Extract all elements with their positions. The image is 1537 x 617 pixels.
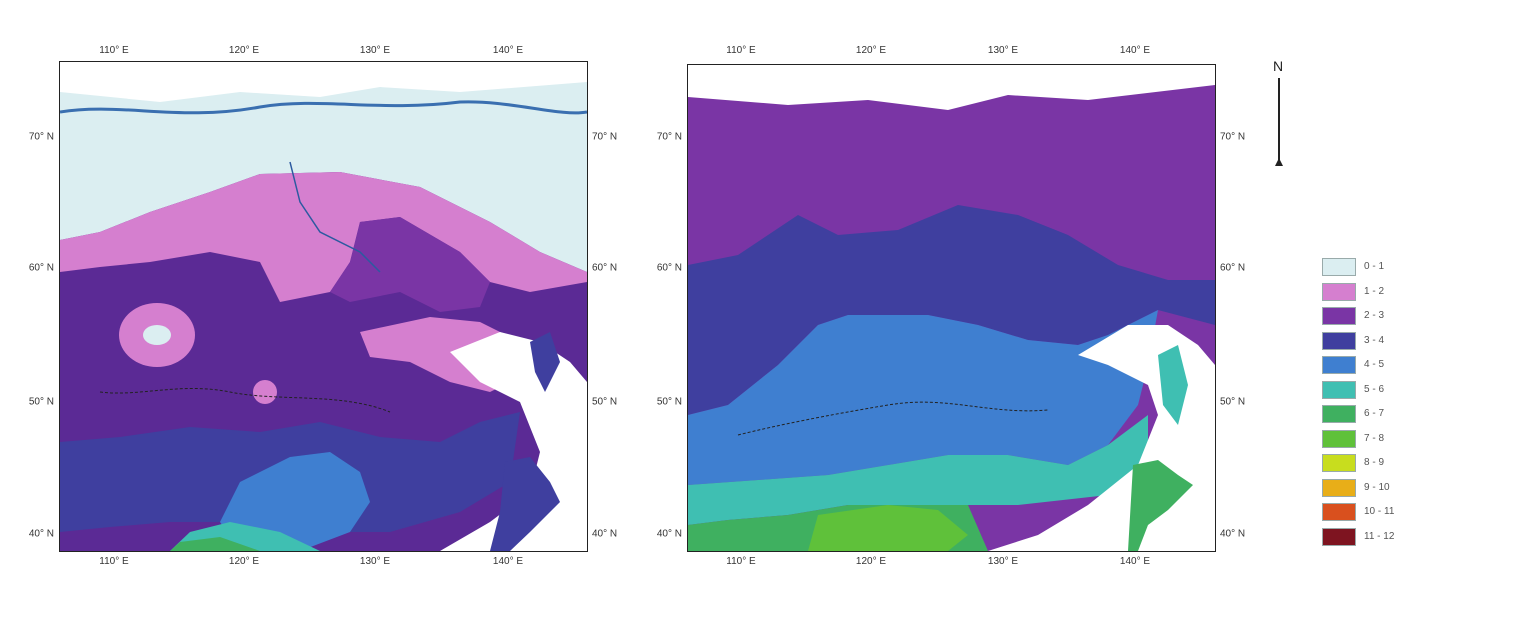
legend-label: 9 - 10 — [1364, 481, 1390, 493]
legend-item: 7 - 8 — [1322, 429, 1522, 450]
left-bottom-lon-130: 130° E — [359, 556, 391, 567]
right-top-lon-130: 130° E — [987, 45, 1019, 56]
right-map-graphic — [688, 65, 1215, 551]
legend-label: 6 - 7 — [1364, 408, 1385, 419]
left-zone-0-1-spot — [143, 325, 171, 345]
left-hokkaido — [490, 457, 560, 551]
left-lat-70: 70° N — [28, 131, 54, 143]
legend-swatch — [1322, 429, 1356, 448]
legend-item: 1 - 2 — [1322, 282, 1522, 303]
legend-label: 4 - 5 — [1364, 359, 1385, 370]
right-sakhalin — [1158, 345, 1188, 425]
right-arctic-ocean — [688, 65, 1215, 110]
left-map-graphic — [60, 62, 587, 551]
left-right-lat-40: 40° N — [592, 528, 618, 540]
right-top-lon-140: 140° E — [1119, 45, 1151, 56]
left-river-lena — [289, 161, 381, 273]
left-right-lat-70: 70° N — [592, 131, 618, 143]
left-zone-1-2-north — [60, 172, 587, 302]
legend-label: 8 - 9 — [1364, 457, 1385, 468]
legend-label: 7 - 8 — [1364, 432, 1385, 444]
legend-label: 5 - 6 — [1364, 383, 1385, 395]
right-lat-60: 60° N — [656, 262, 682, 274]
legend-swatch — [1322, 282, 1356, 301]
left-border — [99, 387, 391, 413]
left-bottom-lon-120: 120° E — [228, 556, 260, 567]
legend-label: 1 - 2 — [1364, 285, 1385, 297]
left-zone-1-2-small — [253, 380, 277, 404]
left-top-lon-120: 120° E — [228, 45, 260, 56]
legend-item: 2 - 3 — [1322, 307, 1522, 327]
right-bottom-lon-140: 140° E — [1119, 556, 1151, 567]
left-zone-6-7 — [170, 537, 260, 551]
right-lat-40: 40° N — [656, 528, 682, 540]
right-right-lat-60: 60° N — [1220, 262, 1246, 274]
legend-swatch — [1322, 380, 1356, 399]
left-top-lon-130: 130° E — [359, 45, 391, 56]
right-hokkaido — [1128, 460, 1193, 551]
left-right-lat-50: 50° N — [592, 396, 618, 408]
right-bottom-lon-110: 110° E — [726, 556, 756, 567]
legend-item: 3 - 4 — [1322, 331, 1522, 352]
left-top-lon-140: 140° E — [492, 45, 524, 56]
left-lat-60: 60° N — [28, 262, 54, 274]
right-top-lon-120: 120° E — [855, 45, 887, 56]
right-bottom-lon-120: 120° E — [855, 556, 887, 567]
right-bottom-lon-130: 130° E — [987, 556, 1019, 567]
legend-swatch — [1322, 405, 1356, 423]
left-sakhalin — [530, 332, 560, 392]
legend-item: 0 - 1 — [1322, 258, 1522, 278]
legend-item: 5 - 6 — [1322, 380, 1522, 401]
north-arrow-icon — [1275, 78, 1283, 166]
north-letter: N — [1273, 58, 1284, 74]
legend-item: 6 - 7 — [1322, 405, 1522, 425]
right-zone-4-5 — [688, 310, 1158, 485]
right-zone-3-4 — [688, 205, 1215, 415]
legend-swatch — [1322, 478, 1356, 497]
legend-swatch — [1322, 331, 1356, 350]
left-right-lat-60: 60° N — [592, 262, 618, 274]
left-lat-50: 50° N — [28, 396, 54, 408]
legend-swatch — [1322, 356, 1356, 374]
right-border — [737, 401, 1049, 436]
left-coast-shading — [60, 100, 587, 115]
legend-swatch — [1322, 307, 1356, 325]
legend-label: 3 - 4 — [1364, 334, 1385, 346]
left-top-lon-110: 110° E — [99, 45, 129, 56]
right-lat-50: 50° N — [656, 396, 682, 408]
left-bottom-lon-110: 110° E — [99, 556, 129, 567]
left-bottom-lon-140: 140° E — [492, 556, 524, 567]
left-map-frame — [59, 61, 588, 552]
legend-item: 8 - 9 — [1322, 454, 1522, 474]
legend-label: 2 - 3 — [1364, 310, 1385, 321]
legend-label: 10 - 11 — [1364, 506, 1395, 517]
right-right-lat-50: 50° N — [1220, 396, 1246, 408]
legend-item: 10 - 11 — [1322, 503, 1522, 523]
legend-item: 9 - 10 — [1322, 478, 1522, 499]
legend-swatch — [1322, 503, 1356, 521]
right-zone-5-6 — [688, 415, 1148, 525]
right-lat-70: 70° N — [656, 131, 682, 143]
right-map-frame — [687, 64, 1216, 552]
left-lat-40: 40° N — [28, 528, 54, 540]
left-zone-0-1 — [60, 62, 587, 272]
legend-item: 11 - 12 — [1322, 527, 1522, 548]
legend-swatch — [1322, 258, 1356, 276]
legend-label: 11 - 12 — [1364, 530, 1395, 542]
left-arctic-ocean — [60, 62, 587, 102]
right-top-lon-110: 110° E — [726, 45, 756, 56]
legend-label: 0 - 1 — [1364, 261, 1385, 272]
left-zone-2-3-bulge — [330, 217, 490, 312]
legend-swatch — [1322, 527, 1356, 546]
right-right-lat-70: 70° N — [1220, 131, 1246, 143]
right-zone-7-8 — [808, 505, 968, 551]
left-zone-4-5 — [220, 452, 370, 551]
legend-item: 4 - 5 — [1322, 356, 1522, 376]
right-right-lat-40: 40° N — [1220, 528, 1246, 540]
legend-swatch — [1322, 454, 1356, 472]
